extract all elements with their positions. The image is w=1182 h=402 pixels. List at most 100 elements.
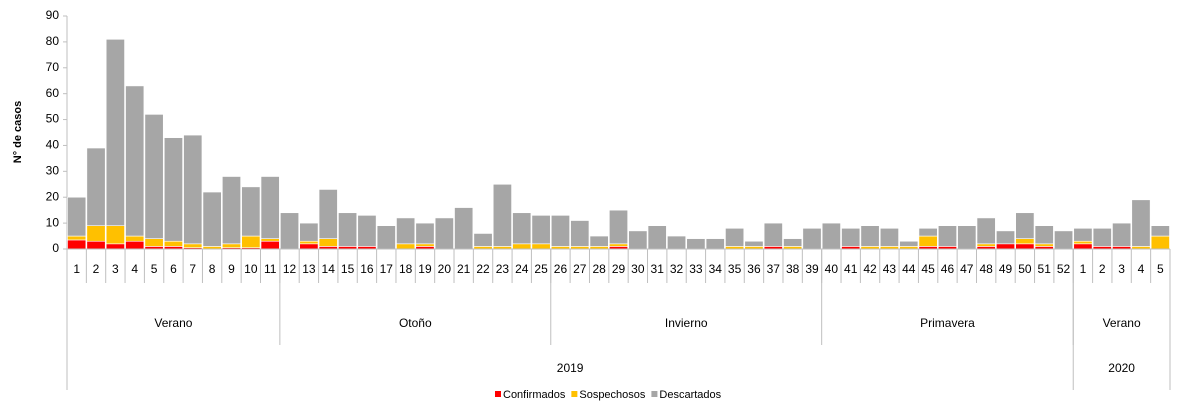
bar-segment	[241, 186, 261, 237]
group-label: Invierno	[665, 316, 708, 330]
x-tick-label: 18	[399, 262, 413, 276]
bar-segment	[647, 225, 667, 250]
bar-segment	[512, 243, 532, 250]
bar-segment	[996, 243, 1015, 250]
x-tick-label: 27	[573, 262, 587, 276]
bar-segment	[531, 243, 551, 250]
x-tick-label: 21	[457, 262, 471, 276]
x-tick-label: 15	[341, 262, 355, 276]
x-tick-label: 26	[554, 262, 568, 276]
bar-segment	[260, 238, 280, 242]
bar-segment	[899, 240, 919, 247]
x-tick-label: 8	[209, 262, 216, 276]
x-tick-label: 6	[170, 262, 177, 276]
x-tick-label: 38	[786, 262, 800, 276]
bar-segment	[144, 238, 164, 247]
bar-segment	[1150, 225, 1170, 237]
x-tick-label: 43	[883, 262, 897, 276]
bar-segment	[783, 238, 803, 247]
x-tick-label: 28	[592, 262, 606, 276]
x-tick-label: 37	[767, 262, 781, 276]
legend-swatch	[571, 391, 578, 397]
bar-segment	[318, 238, 338, 247]
bar-segment	[125, 85, 145, 237]
bar-segment	[299, 240, 319, 245]
bar-segment	[222, 176, 241, 245]
bar-segment	[125, 235, 145, 242]
x-tick-label: 40	[825, 262, 839, 276]
x-tick-label: 17	[380, 262, 394, 276]
group-label: Primavera	[920, 316, 975, 330]
bar-segment	[396, 217, 416, 245]
legend-label: Descartados	[659, 389, 721, 401]
x-tick-label: 25	[534, 262, 548, 276]
x-tick-label: 11	[264, 262, 277, 276]
bar-segment	[1015, 243, 1035, 250]
y-tick-label: 60	[46, 86, 60, 100]
legend-label: Sospechosos	[579, 389, 646, 401]
group-label: Verano	[154, 316, 192, 330]
bar-segment	[609, 209, 628, 245]
bar-segment	[163, 240, 183, 247]
bar-segment	[105, 38, 125, 226]
bar-segment	[183, 243, 203, 249]
bar-segment	[1073, 227, 1093, 242]
bar-segment	[144, 114, 164, 239]
bar-segment	[1112, 222, 1132, 247]
x-tick-label: 31	[651, 262, 665, 276]
bar-segment	[86, 147, 106, 227]
bar-segment	[415, 243, 435, 247]
x-tick-label: 47	[960, 262, 974, 276]
bar-segment	[86, 240, 106, 250]
bar-segment	[763, 222, 783, 247]
y-tick-label: 20	[46, 189, 60, 203]
x-tick-label: 1	[1080, 262, 1087, 276]
bar-segment	[1150, 235, 1170, 250]
bar-segment	[1054, 230, 1074, 250]
x-tick-label: 4	[1138, 262, 1145, 276]
bar-segment	[802, 227, 822, 250]
x-tick-label: 3	[112, 262, 119, 276]
bar-segment	[492, 183, 512, 247]
x-tick-label: 16	[360, 262, 374, 276]
x-tick-label: 10	[244, 262, 258, 276]
bar-segment	[67, 196, 87, 237]
bar-segment	[1131, 199, 1151, 247]
x-tick-label: 44	[902, 262, 916, 276]
bar-segment	[396, 243, 416, 250]
bar-segment	[241, 235, 261, 249]
x-tick-label: 1	[73, 262, 80, 276]
bar-segment	[667, 235, 687, 250]
bar-segment	[512, 212, 532, 245]
bar-segment	[1092, 227, 1112, 247]
bar-segment	[183, 134, 203, 245]
x-tick-label: 5	[1157, 262, 1164, 276]
bar-segment	[163, 137, 183, 242]
x-tick-label: 9	[228, 262, 235, 276]
x-tick-label: 51	[1038, 262, 1052, 276]
x-tick-label: 49	[999, 262, 1013, 276]
bar-segment	[299, 222, 319, 242]
bar-segment	[860, 225, 880, 247]
bar-segment	[976, 217, 996, 245]
x-tick-label: 35	[728, 262, 742, 276]
x-tick-label: 12	[283, 262, 297, 276]
group-label: Otoño	[399, 316, 432, 330]
x-tick-label: 30	[631, 262, 645, 276]
bar-segment	[821, 222, 841, 250]
x-tick-label: 13	[302, 262, 316, 276]
x-tick-label: 7	[189, 262, 196, 276]
bar-segment	[260, 176, 280, 239]
bar-segment	[1015, 212, 1035, 239]
x-tick-label: 3	[1118, 262, 1125, 276]
bar-segment	[879, 227, 899, 247]
x-tick-label: 22	[476, 262, 490, 276]
bar-segment	[376, 225, 396, 250]
bar-segment	[705, 238, 725, 250]
bar-segment	[415, 222, 435, 245]
legend-swatch	[495, 391, 501, 397]
bar-segment	[434, 217, 454, 250]
y-tick-label: 70	[46, 60, 60, 74]
bar-segment	[86, 225, 106, 242]
x-tick-label: 5	[151, 262, 158, 276]
